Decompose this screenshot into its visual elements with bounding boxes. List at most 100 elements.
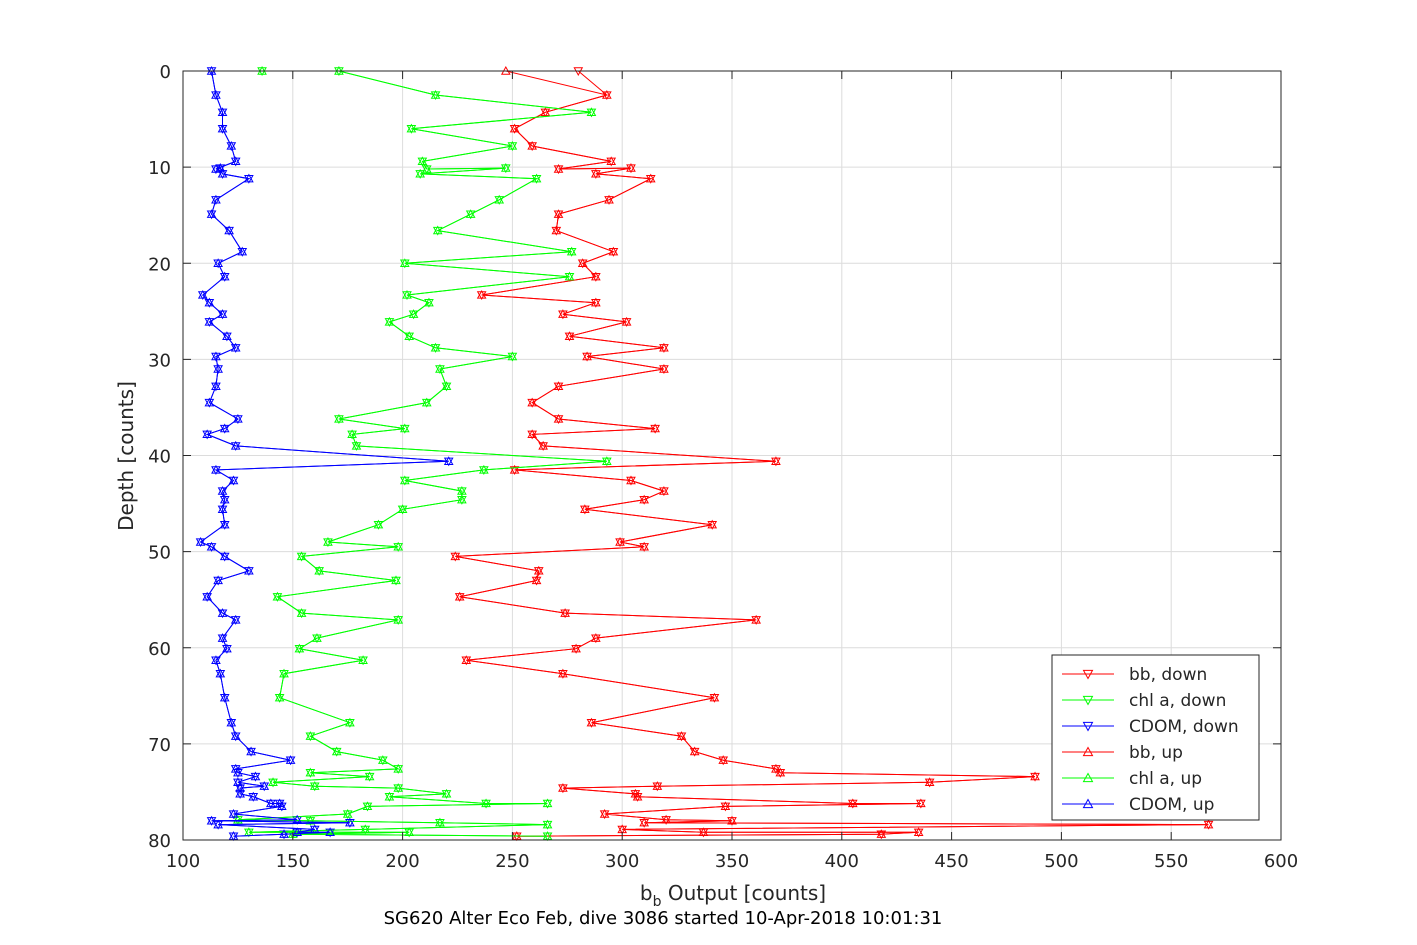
data-point	[393, 614, 404, 624]
legend-marker	[1082, 798, 1094, 809]
data-point	[211, 194, 221, 204]
data-point	[384, 316, 395, 326]
data-point	[230, 731, 241, 740]
legend-entry: bb, down	[1062, 665, 1207, 685]
data-point	[560, 608, 570, 617]
x-tick-label: 300	[605, 851, 639, 872]
data-point	[450, 551, 461, 561]
data-point	[461, 655, 472, 664]
data-point	[542, 819, 553, 829]
legend-marker	[1082, 746, 1094, 757]
data-point	[213, 258, 223, 267]
data-point	[1203, 819, 1214, 829]
legend-marker	[1082, 669, 1094, 680]
data-point	[279, 668, 289, 678]
data-point	[652, 781, 663, 790]
axis-ticks: 100 150 200 250 300 350 400 450 500 550 600 0 10 20 30…	[148, 62, 1298, 872]
data-point	[228, 809, 239, 818]
data-point	[689, 746, 700, 756]
data-point	[417, 156, 428, 166]
x-tick-label: 600	[1264, 851, 1298, 872]
data-point	[217, 608, 228, 617]
data-point	[608, 246, 619, 256]
data-point	[230, 440, 241, 450]
data-point	[586, 717, 597, 727]
data-point	[226, 717, 237, 727]
data-point	[707, 519, 718, 529]
data-point	[751, 614, 762, 624]
data-point	[580, 504, 590, 514]
data-point	[292, 827, 303, 837]
data-point	[211, 351, 221, 361]
data-point	[571, 643, 581, 653]
x-tick-label: 150	[276, 851, 310, 872]
data-point	[233, 814, 243, 824]
data-point	[211, 90, 221, 99]
data-point	[509, 464, 520, 474]
data-point	[457, 494, 467, 504]
data-point	[279, 829, 289, 838]
data-point	[393, 783, 404, 792]
y-tick-label: 40	[148, 447, 171, 468]
data-point	[226, 140, 237, 150]
legend-label: chl a, down	[1129, 691, 1226, 711]
data-point	[590, 633, 601, 642]
data-point	[274, 692, 285, 702]
data-point	[531, 575, 542, 585]
data-point	[197, 289, 208, 299]
data-point	[358, 655, 368, 664]
data-point	[527, 397, 538, 407]
x-axis-label: bb Output [counts]	[640, 881, 826, 910]
data-point	[718, 755, 729, 764]
data-point	[553, 209, 564, 218]
data-point	[211, 464, 221, 474]
data-point	[639, 817, 650, 827]
data-point	[402, 289, 412, 299]
data-point	[323, 536, 333, 546]
data-point	[246, 746, 256, 756]
data-point	[362, 801, 373, 811]
data-point	[626, 475, 636, 485]
data-point	[195, 536, 206, 546]
data-point	[224, 225, 234, 235]
data-point	[204, 297, 215, 307]
data-point	[582, 351, 592, 361]
data-point	[601, 456, 612, 465]
data-point	[771, 763, 781, 773]
chart-title: SG620 Alter Eco Feb, dive 3086 started 1…	[384, 908, 943, 929]
legend: bb, down chl a, down CDOM, down bb, up chl a…	[1051, 654, 1260, 821]
data-point	[391, 575, 401, 585]
data-point	[553, 413, 564, 423]
legend-entry: CDOM, up	[1062, 795, 1214, 815]
data-point	[481, 798, 491, 808]
data-point	[342, 809, 353, 818]
legend-items: bb, down chl a, down CDOM, down bb, up chl a…	[1062, 665, 1239, 815]
data-point	[577, 258, 588, 267]
y-tick-label: 0	[160, 62, 171, 83]
y-axis-label: Depth [counts]	[114, 381, 138, 531]
data-point	[590, 168, 601, 178]
data-point	[345, 717, 355, 727]
data-point	[509, 123, 520, 133]
y-tick-label: 50	[148, 543, 171, 564]
x-tick-label: 250	[495, 851, 529, 872]
data-point	[533, 565, 544, 575]
data-point	[639, 541, 650, 551]
data-point	[564, 271, 575, 281]
data-point	[408, 309, 419, 318]
series-bb-up	[450, 65, 1214, 840]
legend-marker	[1082, 721, 1094, 732]
data-point	[211, 381, 221, 390]
legend-marker	[1082, 772, 1094, 783]
data-point	[235, 783, 245, 792]
data-point	[215, 163, 226, 172]
data-point	[314, 565, 325, 575]
data-point	[230, 156, 241, 166]
series-line	[237, 70, 607, 837]
data-point	[698, 827, 709, 837]
data-point	[590, 271, 601, 281]
data-point	[309, 824, 320, 834]
data-point	[661, 814, 671, 824]
data-point	[435, 363, 445, 373]
data-point	[399, 423, 410, 433]
